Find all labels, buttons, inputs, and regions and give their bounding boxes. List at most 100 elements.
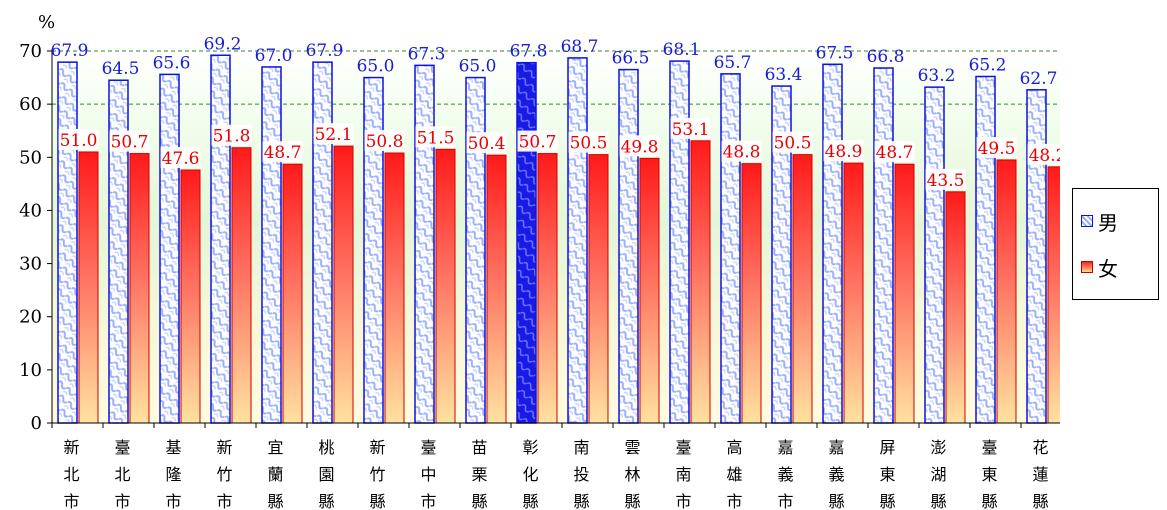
male-bar xyxy=(1026,89,1047,424)
female-data-label: 51.5 xyxy=(417,128,455,148)
female-bar xyxy=(792,154,813,424)
x-tick-label: 基隆市 xyxy=(165,438,181,510)
x-tick-label: 嘉義縣 xyxy=(828,438,844,510)
male-bar xyxy=(669,60,690,424)
x-tick-label: 新竹市 xyxy=(216,438,232,510)
female-data-label: 48.7 xyxy=(264,143,302,163)
male-data-label: 65.2 xyxy=(969,56,1007,76)
male-bar xyxy=(159,73,180,424)
female-label-box xyxy=(670,117,711,139)
male-data-label: 67.3 xyxy=(408,44,446,64)
y-tick-label: 0 xyxy=(31,413,42,434)
female-bar xyxy=(588,154,609,424)
x-tick-label: 高雄市 xyxy=(726,438,742,510)
male-data-label: 67.5 xyxy=(816,43,854,63)
female-label-box xyxy=(568,131,609,153)
female-label-box xyxy=(313,123,354,145)
y-tick-label: 70 xyxy=(19,41,42,62)
data-labels: 67.9 51.0 64.5 50.7 65.6 47.6 69.2 51.8 67.0 48.7… xyxy=(51,34,1060,191)
female-bar xyxy=(282,163,303,424)
x-tick-label: 嘉義市 xyxy=(777,438,793,510)
female-data-label: 50.7 xyxy=(111,133,149,153)
male-bar xyxy=(312,61,333,424)
male-data-label: 63.2 xyxy=(918,66,956,86)
female-data-label: 49.8 xyxy=(621,137,659,157)
female-data-label: 43.5 xyxy=(927,171,965,191)
male-data-label: 66.8 xyxy=(867,47,905,67)
female-label-box xyxy=(211,124,252,146)
x-tick-label: 新竹縣 xyxy=(369,438,385,510)
y-tick-label: 20 xyxy=(19,307,42,328)
legend-item-male: 男 xyxy=(1081,209,1118,235)
female-label-box xyxy=(976,136,1017,158)
female-label-box xyxy=(109,130,150,152)
x-tick-label: 臺南市 xyxy=(675,438,691,510)
male-data-label: 67.8 xyxy=(510,42,548,62)
male-data-label: 65.6 xyxy=(153,53,191,73)
female-bar xyxy=(690,140,711,424)
female-bar xyxy=(996,159,1017,424)
male-data-label: 69.2 xyxy=(204,34,242,54)
female-label-box xyxy=(58,128,99,150)
female-bar xyxy=(435,148,456,424)
male-bar xyxy=(975,75,996,424)
male-data-label: 67.9 xyxy=(306,41,344,61)
female-label-box xyxy=(721,140,762,162)
y-tick-label: 30 xyxy=(19,254,42,275)
male-bar xyxy=(57,61,78,424)
legend-label-female: 女 xyxy=(1098,256,1118,281)
male-data-label: 63.4 xyxy=(765,65,803,85)
female-bar xyxy=(639,157,660,424)
legend-label-male: 男 xyxy=(1098,210,1118,235)
female-bar xyxy=(537,153,558,424)
female-label-box xyxy=(415,126,456,148)
female-data-label: 50.5 xyxy=(570,134,608,154)
female-label-box xyxy=(160,147,201,169)
y-tick-label: 40 xyxy=(19,200,42,221)
x-tick-label: 苗栗縣 xyxy=(471,438,487,510)
female-bar xyxy=(945,191,966,424)
female-bar xyxy=(129,153,150,424)
female-label-box xyxy=(925,168,966,190)
y-tick-label: 60 xyxy=(19,94,42,115)
female-data-label: 48.8 xyxy=(723,143,761,163)
male-data-label: 65.7 xyxy=(714,53,752,73)
male-data-label: 64.5 xyxy=(102,59,140,79)
axes: 0 10 20 30 40 50 60 70 新北市 臺北市 基隆市 新竹市 宜蘭縣 桃園縣 新竹縣 臺中市 苗… xyxy=(19,41,1060,510)
female-data-label: 53.1 xyxy=(672,120,710,140)
female-label-box xyxy=(772,131,813,153)
x-tick-label: 雲林縣 xyxy=(624,438,640,510)
female-data-label: 50.5 xyxy=(774,134,812,154)
female-bar xyxy=(894,163,915,424)
female-label-box xyxy=(364,130,405,152)
female-bar xyxy=(741,163,762,424)
male-bar xyxy=(465,76,486,424)
female-data-label: 50.4 xyxy=(468,134,506,154)
male-swatch-icon xyxy=(1081,215,1093,227)
male-bar xyxy=(567,57,588,424)
female-data-label: 48.2 xyxy=(1029,146,1060,166)
x-tick-label: 彰化縣 xyxy=(522,438,538,510)
male-bar xyxy=(414,64,435,424)
male-data-label: 65.0 xyxy=(357,57,395,77)
male-data-label: 68.7 xyxy=(561,37,599,57)
y-tick-label: 10 xyxy=(19,360,42,381)
x-tick-label: 新北市 xyxy=(63,438,79,510)
y-tick-label: 50 xyxy=(19,147,42,168)
x-tick-label: 桃園縣 xyxy=(318,438,334,510)
female-data-label: 48.9 xyxy=(825,142,863,162)
female-data-label: 51.0 xyxy=(60,131,98,151)
male-data-label: 66.5 xyxy=(612,49,650,69)
female-data-label: 50.7 xyxy=(519,133,557,153)
female-data-label: 49.5 xyxy=(978,139,1016,159)
male-bar xyxy=(210,54,231,424)
legend-item-female: 女 xyxy=(1081,255,1118,281)
legend: 男 女 xyxy=(1072,188,1159,300)
female-data-label: 48.7 xyxy=(876,143,914,163)
female-label-box xyxy=(823,140,864,162)
y-axis-unit: % xyxy=(38,12,55,33)
female-label-box xyxy=(874,141,915,163)
female-label-box xyxy=(517,130,558,152)
x-tick-label: 花蓮縣 xyxy=(1032,438,1048,510)
x-tick-label: 澎湖縣 xyxy=(930,438,946,510)
